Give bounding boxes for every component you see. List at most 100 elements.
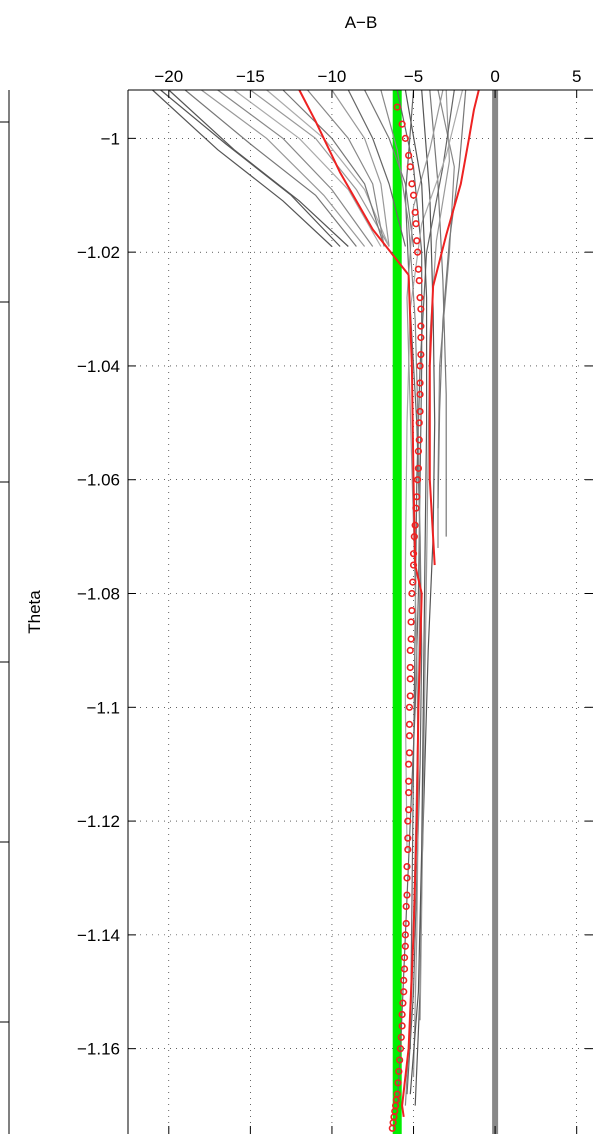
series-line [217,89,374,247]
data-point [393,103,401,111]
data-point [405,732,414,740]
data-point [406,663,414,672]
data-point [405,806,413,814]
data-point [406,646,414,655]
marker-series [388,103,425,1132]
reference-lines [392,90,499,1134]
data-point [412,504,420,512]
data-point [417,322,425,330]
series-line [233,89,382,247]
data-point [413,237,421,245]
data-point [400,954,409,962]
data-point [402,902,410,911]
data-point [417,305,425,313]
data-point [408,180,416,188]
x-tick-label: 5 [572,67,581,86]
series-line [404,89,428,1095]
data-point [398,1022,406,1030]
y-axis-label: Theta [25,590,44,634]
series-line [437,89,467,509]
chart-title: A−B [345,13,378,32]
data-point [401,931,409,939]
data-point [388,1124,396,1132]
y-tick-label: −1.1 [86,698,120,717]
data-point [412,220,420,228]
data-point [402,919,410,928]
data-point [416,294,424,302]
series-line [347,89,406,247]
data-point [409,191,418,199]
data-point [396,1056,404,1064]
x-tick-label: 0 [490,67,499,86]
data-point [414,476,422,484]
data-point [398,1010,406,1019]
y-tick-label: −1.08 [77,585,120,604]
y-tick-label: −1 [101,129,120,148]
data-point [409,578,417,586]
data-point [405,720,414,728]
data-point [405,151,413,160]
y-tick-label: −1.14 [77,926,120,945]
series-line [282,89,385,247]
data-point [417,350,425,359]
data-point [401,942,409,950]
y-tick-label: −1.16 [77,1040,120,1059]
x-axis-ticks: −20 −15 −10 −5 0 5 [154,67,581,1134]
data-point [398,120,406,128]
series-line [201,89,366,247]
data-point [400,976,408,984]
data-point [403,891,411,899]
data-point [409,550,418,558]
series-line [419,89,451,1021]
y-tick-label: −1.06 [77,471,120,490]
axes [127,89,593,1134]
data-point [408,589,416,598]
x-tick-label: −5 [404,67,423,86]
data-point [415,419,423,427]
data-point [403,862,411,871]
data-point [416,407,424,416]
data-point [394,1079,402,1087]
data-point [416,379,424,387]
data-point [413,493,421,501]
data-point [404,834,412,842]
data-point [411,521,419,529]
data-point [404,817,412,825]
data-point [405,789,413,797]
data-point [395,1067,403,1076]
data-point [414,265,423,273]
series-line [409,89,455,1049]
data-point [410,533,418,541]
data-point [415,436,423,444]
data-point [414,447,423,455]
left-panel-edge [0,90,10,1134]
series-line [266,89,390,247]
x-tick-label: −15 [236,67,265,86]
y-tick-label: −1.02 [77,243,120,262]
data-point [407,618,415,626]
data-series [152,89,480,1118]
data-point [416,362,424,370]
data-point [405,703,414,711]
data-point [406,675,414,683]
y-tick-label: −1.12 [77,812,120,831]
x-tick-label: −20 [154,67,183,86]
series-line [152,89,333,247]
data-point [406,163,414,171]
data-point [404,845,412,854]
data-point [411,208,419,216]
series-line [429,89,447,537]
data-point [399,999,407,1007]
data-point [400,988,408,996]
data-point [405,760,413,768]
series-line [184,89,357,247]
data-point [406,692,414,700]
data-point [409,561,418,569]
y-tick-label: −1.04 [77,357,120,376]
series-line [307,89,385,247]
data-point [405,749,414,757]
series-line [406,89,444,1078]
y-axis-ticks: −1 −1.02 −1.04 −1.06 −1.08 −1.1 −1.12 −1.14 −1.1… [77,129,593,1059]
series-line [331,89,390,247]
